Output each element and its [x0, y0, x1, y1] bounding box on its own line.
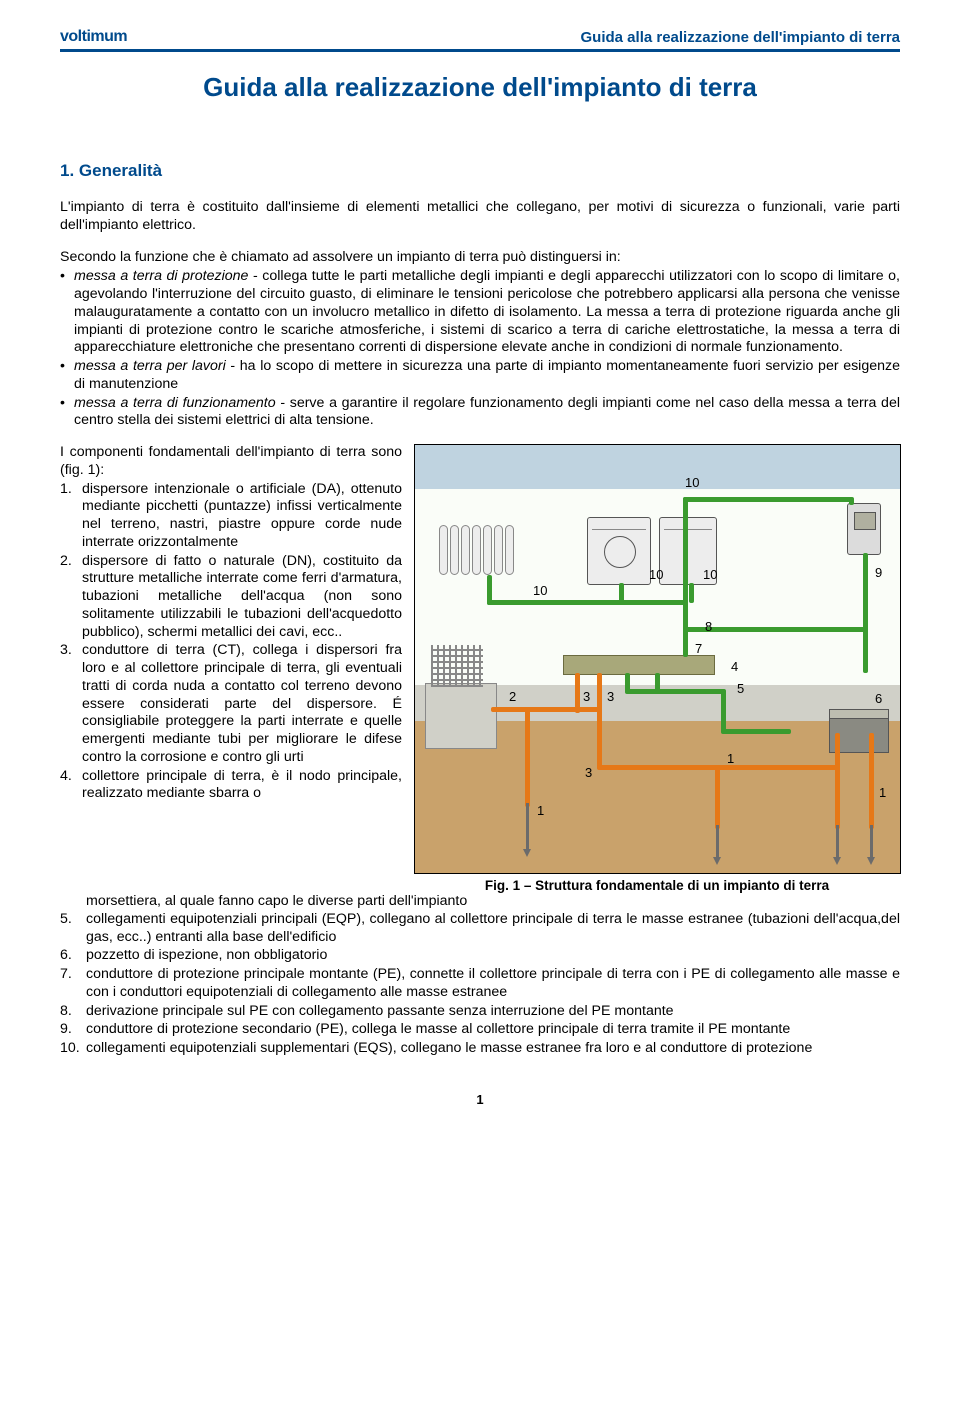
bullet-item: • messa a terra per lavori - ha lo scopo… [60, 358, 900, 394]
bullet-item: • messa a terra di funzionamento - serve… [60, 395, 900, 431]
list-item: 5.collegamenti equipotenziali principali… [60, 911, 900, 947]
list-item: 6.pozzetto di ispezione, non obbligatori… [60, 947, 900, 965]
diagram-label: 3 [607, 689, 614, 704]
running-title: Guida alla realizzazione dell'impianto d… [581, 29, 900, 46]
components-intro: I componenti fondamentali dell'impianto … [60, 444, 402, 480]
components-continued: morsettiera, al quale fanno capo le dive… [60, 893, 900, 1058]
diagram-label: 7 [695, 641, 702, 656]
diagram-label: 8 [705, 619, 712, 634]
list-item: 4.collettore principale di terra, è il n… [60, 768, 402, 804]
list-item: 3.conduttore di terra (CT), collega i di… [60, 642, 402, 766]
diagram-label: 2 [509, 689, 516, 704]
diagram-label: 1 [879, 785, 886, 800]
diagram-label: 9 [875, 565, 882, 580]
diagram-label: 10 [533, 583, 547, 598]
figure-caption: Fig. 1 – Struttura fondamentale di un im… [414, 878, 900, 893]
list-item: 7.conduttore di protezione principale mo… [60, 966, 900, 1002]
page-number: 1 [60, 1092, 900, 1107]
diagram-label: 5 [737, 681, 744, 696]
diagram-label: 10 [685, 475, 699, 490]
bullet-item: • messa a terra di protezione - collega … [60, 268, 900, 357]
appliance-icon [587, 517, 651, 585]
list-item: 8.derivazione principale sul PE con coll… [60, 1003, 900, 1021]
document-title: Guida alla realizzazione dell'impianto d… [60, 72, 900, 103]
definition-bullets: • messa a terra di protezione - collega … [60, 268, 900, 430]
page-header: voltimum Guida alla realizzazione dell'i… [60, 28, 900, 52]
diagram-label: 1 [727, 751, 734, 766]
section-heading: 1. Generalità [60, 161, 900, 181]
list-item: 10.collegamenti equipotenziali supplemen… [60, 1040, 900, 1058]
diagram-label: 10 [649, 567, 663, 582]
diagram-label: 4 [731, 659, 738, 674]
intro-paragraph-2: Secondo la funzione che è chiamato ad as… [60, 249, 900, 267]
diagram-label: 3 [583, 689, 590, 704]
list-item: 2.dispersore di fatto o naturale (DN), c… [60, 553, 402, 642]
components-left-column: I componenti fondamentali dell'impianto … [60, 444, 402, 893]
intro-paragraph-1: L'impianto di terra è costituito dall'in… [60, 199, 900, 235]
diagram-label: 3 [585, 765, 592, 780]
figure-column: 10 10 10 10 9 8 7 4 5 6 2 3 3 3 1 1 1 [414, 444, 900, 893]
list-item: 9.conduttore di protezione secondario (P… [60, 1021, 900, 1039]
brand-logo: voltimum [60, 28, 127, 46]
bus-bar [563, 655, 715, 675]
diagram-label: 10 [703, 567, 717, 582]
diagram-label: 6 [875, 691, 882, 706]
earthing-system-diagram: 10 10 10 10 9 8 7 4 5 6 2 3 3 3 1 1 1 [414, 444, 901, 874]
electrical-panel-icon [847, 503, 881, 555]
list-item-continuation: morsettiera, al quale fanno capo le dive… [60, 893, 900, 911]
diagram-label: 1 [537, 803, 544, 818]
list-item: 1.dispersore intenzionale o artificiale … [60, 481, 402, 552]
radiator-icon [439, 525, 514, 575]
